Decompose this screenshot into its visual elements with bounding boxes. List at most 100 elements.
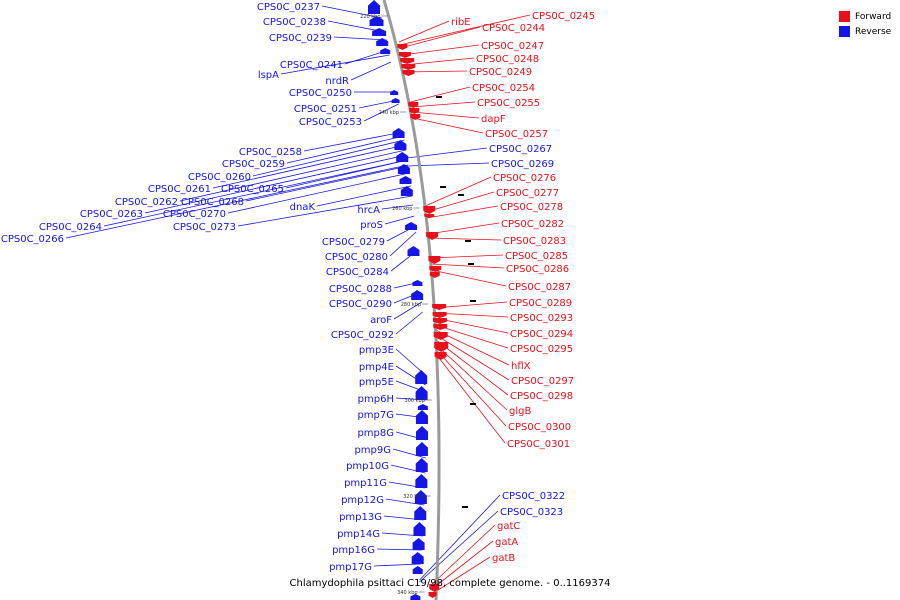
gene-label-cps0c-0287[interactable]: CPS0C_0287 bbox=[508, 282, 571, 293]
reverse-feature-block[interactable] bbox=[394, 140, 407, 150]
reverse-feature-block[interactable] bbox=[411, 290, 424, 300]
gene-label-pmp11g[interactable]: pmp11G bbox=[344, 478, 387, 489]
gene-label-cps0c-0280[interactable]: CPS0C_0280 bbox=[325, 252, 388, 263]
forward-feature-block[interactable] bbox=[433, 332, 448, 340]
reverse-feature-block[interactable] bbox=[415, 410, 428, 424]
forward-feature-block[interactable] bbox=[429, 272, 440, 278]
forward-feature-block[interactable] bbox=[432, 304, 447, 310]
gene-label-cps0c-0292[interactable]: CPS0C_0292 bbox=[331, 330, 394, 341]
reverse-feature-block[interactable] bbox=[415, 386, 428, 400]
gene-label-cps0c-0298[interactable]: CPS0C_0298 bbox=[510, 391, 573, 402]
reverse-feature-block[interactable] bbox=[405, 222, 418, 230]
forward-feature-block[interactable] bbox=[402, 70, 415, 76]
gene-label-cps0c-0288[interactable]: CPS0C_0288 bbox=[329, 284, 392, 295]
gene-label-cps0c-0293[interactable]: CPS0C_0293 bbox=[510, 313, 573, 324]
gene-label-cps0c-0285[interactable]: CPS0C_0285 bbox=[505, 251, 568, 262]
gene-label-cps0c-0322[interactable]: CPS0C_0322 bbox=[502, 491, 565, 502]
forward-feature-block[interactable] bbox=[397, 44, 408, 50]
gene-label-cps0c-0248[interactable]: CPS0C_0248 bbox=[476, 54, 539, 65]
gene-label-cps0c-0289[interactable]: CPS0C_0289 bbox=[509, 298, 572, 309]
gene-label-cps0c-0247[interactable]: CPS0C_0247 bbox=[481, 41, 544, 52]
gene-label-lspa[interactable]: lspA bbox=[258, 70, 279, 81]
forward-feature-block[interactable] bbox=[424, 214, 435, 218]
gene-label-pros[interactable]: proS bbox=[360, 220, 383, 231]
gene-label-gata[interactable]: gatA bbox=[495, 537, 518, 548]
gene-label-cps0c-0239[interactable]: CPS0C_0239 bbox=[269, 33, 332, 44]
gene-label-dnak[interactable]: dnaK bbox=[290, 202, 316, 213]
gene-label-pmp5e[interactable]: pmp5E bbox=[359, 377, 394, 388]
gene-label-nrdr[interactable]: nrdR bbox=[325, 76, 349, 87]
gene-label-hflx[interactable]: hflX bbox=[511, 361, 531, 372]
legend-item-reverse[interactable]: Reverse bbox=[839, 24, 891, 39]
gene-label-cps0c-0294[interactable]: CPS0C_0294 bbox=[510, 329, 573, 340]
gene-label-cps0c-0253[interactable]: CPS0C_0253 bbox=[299, 117, 362, 128]
gene-label-gatb[interactable]: gatB bbox=[492, 553, 515, 564]
reverse-feature-block[interactable] bbox=[399, 176, 412, 184]
forward-feature-block[interactable] bbox=[408, 102, 419, 108]
reverse-feature-block[interactable] bbox=[417, 404, 428, 410]
gene-label-cps0c-0241[interactable]: CPS0C_0241 bbox=[280, 60, 343, 71]
gene-label-pmp13g[interactable]: pmp13G bbox=[339, 512, 382, 523]
gene-label-cps0c-0249[interactable]: CPS0C_0249 bbox=[469, 67, 532, 78]
gene-label-pmp8g[interactable]: pmp8G bbox=[357, 428, 394, 439]
reverse-feature-block[interactable] bbox=[412, 566, 423, 574]
forward-feature-block[interactable] bbox=[429, 266, 442, 272]
gene-label-ribe[interactable]: ribE bbox=[451, 17, 471, 28]
gene-label-cps0c-0263[interactable]: CPS0C_0263 bbox=[80, 209, 143, 220]
reverse-feature-block[interactable] bbox=[368, 0, 380, 14]
gene-label-cps0c-0276[interactable]: CPS0C_0276 bbox=[493, 173, 556, 184]
gene-label-cps0c-0258[interactable]: CPS0C_0258 bbox=[239, 147, 302, 158]
gene-label-cps0c-0237[interactable]: CPS0C_0237 bbox=[257, 2, 320, 13]
forward-feature-block[interactable] bbox=[434, 352, 447, 360]
gene-label-cps0c-0259[interactable]: CPS0C_0259 bbox=[222, 159, 285, 170]
gene-label-cps0c-0267[interactable]: CPS0C_0267 bbox=[489, 144, 552, 155]
gene-label-pmp14g[interactable]: pmp14G bbox=[337, 529, 380, 540]
gene-label-cps0c-0290[interactable]: CPS0C_0290 bbox=[329, 299, 392, 310]
gene-label-cps0c-0260[interactable]: CPS0C_0260 bbox=[188, 172, 251, 183]
forward-feature-block[interactable] bbox=[434, 342, 449, 352]
reverse-feature-block[interactable] bbox=[412, 538, 425, 550]
reverse-feature-block[interactable] bbox=[369, 16, 384, 26]
gene-label-cps0c-0268[interactable]: CPS0C_0268 bbox=[181, 197, 244, 208]
gene-label-pmp12g[interactable]: pmp12G bbox=[341, 495, 384, 506]
gene-label-pmp3e[interactable]: pmp3E bbox=[359, 345, 394, 356]
gene-label-pmp16g[interactable]: pmp16G bbox=[332, 545, 375, 556]
gene-label-glgb[interactable]: glgB bbox=[509, 406, 531, 417]
reverse-feature-block[interactable] bbox=[416, 426, 429, 440]
reverse-feature-block[interactable] bbox=[376, 38, 389, 46]
forward-feature-block[interactable] bbox=[409, 108, 420, 114]
gene-label-cps0c-0286[interactable]: CPS0C_0286 bbox=[506, 264, 569, 275]
gene-label-hrca[interactable]: hrcA bbox=[357, 205, 380, 216]
reverse-feature-block[interactable] bbox=[396, 152, 409, 162]
forward-feature-block[interactable] bbox=[400, 58, 415, 64]
forward-feature-block[interactable] bbox=[410, 114, 421, 120]
gene-label-pmp10g[interactable]: pmp10G bbox=[346, 461, 389, 472]
reverse-feature-block[interactable] bbox=[415, 458, 428, 472]
gene-label-cps0c-0301[interactable]: CPS0C_0301 bbox=[507, 439, 570, 450]
reverse-feature-block[interactable] bbox=[414, 490, 427, 504]
gene-label-cps0c-0278[interactable]: CPS0C_0278 bbox=[500, 202, 563, 213]
gene-label-cps0c-0295[interactable]: CPS0C_0295 bbox=[510, 344, 573, 355]
gene-label-dapf[interactable]: dapF bbox=[481, 114, 506, 125]
gene-label-cps0c-0282[interactable]: CPS0C_0282 bbox=[501, 219, 564, 230]
gene-label-pmp17g[interactable]: pmp17G bbox=[329, 562, 372, 573]
gene-label-cps0c-0279[interactable]: CPS0C_0279 bbox=[322, 237, 385, 248]
gene-label-cps0c-0238[interactable]: CPS0C_0238 bbox=[263, 17, 326, 28]
gene-label-cps0c-0284[interactable]: CPS0C_0284 bbox=[326, 267, 389, 278]
reverse-feature-block[interactable] bbox=[392, 128, 405, 138]
gene-label-cps0c-0273[interactable]: CPS0C_0273 bbox=[173, 222, 236, 233]
forward-feature-block[interactable] bbox=[432, 318, 447, 324]
gene-label-cps0c-0244[interactable]: CPS0C_0244 bbox=[482, 23, 545, 34]
reverse-feature-block[interactable] bbox=[391, 98, 400, 103]
reverse-feature-block[interactable] bbox=[415, 474, 428, 488]
gene-label-gatc[interactable]: gatC bbox=[497, 521, 520, 532]
gene-label-cps0c-0283[interactable]: CPS0C_0283 bbox=[503, 236, 566, 247]
gene-label-cps0c-0262[interactable]: CPS0C_0262 bbox=[115, 197, 178, 208]
gene-label-cps0c-0257[interactable]: CPS0C_0257 bbox=[485, 129, 548, 140]
forward-feature-block[interactable] bbox=[423, 206, 436, 214]
reverse-feature-block[interactable] bbox=[400, 186, 413, 196]
gene-label-cps0c-0323[interactable]: CPS0C_0323 bbox=[500, 507, 563, 518]
reverse-feature-block[interactable] bbox=[410, 594, 421, 600]
reverse-feature-block[interactable] bbox=[411, 552, 424, 564]
forward-feature-block[interactable] bbox=[432, 312, 447, 318]
